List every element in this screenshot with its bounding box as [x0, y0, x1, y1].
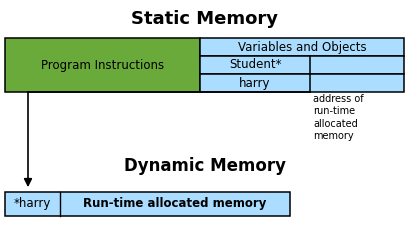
Text: *harry: *harry	[14, 197, 51, 210]
Text: Dynamic Memory: Dynamic Memory	[124, 157, 285, 175]
Text: Student*: Student*	[229, 59, 281, 72]
Text: Run-time allocated memory: Run-time allocated memory	[83, 197, 267, 210]
Text: Static Memory: Static Memory	[131, 10, 278, 28]
Bar	[200, 56, 404, 74]
Bar	[200, 38, 404, 56]
Text: Program Instructions: Program Instructions	[41, 59, 164, 72]
Text: Variables and Objects: Variables and Objects	[238, 40, 366, 54]
Bar	[5, 192, 290, 216]
Text: harry: harry	[239, 76, 271, 89]
Bar	[5, 38, 200, 92]
Text: address of
run-time
allocated
memory: address of run-time allocated memory	[313, 94, 364, 141]
Bar	[200, 74, 404, 92]
